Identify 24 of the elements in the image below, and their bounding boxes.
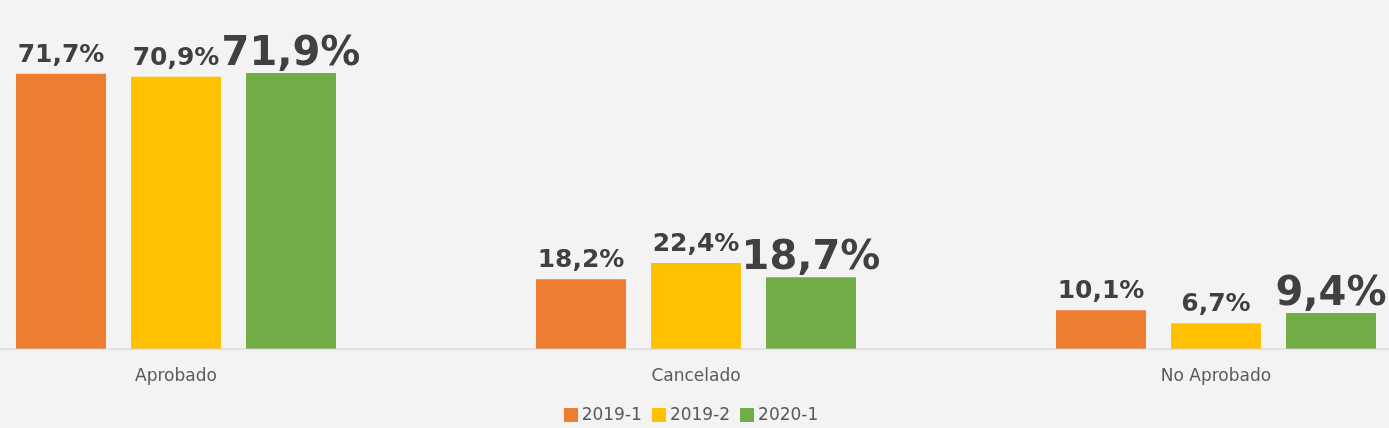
bar <box>651 263 741 349</box>
bar <box>1286 312 1376 349</box>
bar <box>536 279 626 349</box>
data-label: 6,7% <box>1181 288 1251 318</box>
bar <box>766 277 856 349</box>
x-tick-label: Cancelado <box>651 365 741 386</box>
x-tick-label: Aprobado <box>135 365 217 386</box>
data-label: 10,1% <box>1057 275 1145 305</box>
bar <box>1171 323 1261 349</box>
bar <box>246 73 336 349</box>
bar <box>1056 310 1146 349</box>
legend-label: 2020-1 <box>758 404 819 424</box>
data-label: 71,9% <box>221 28 361 74</box>
data-label: 18,2% <box>537 244 625 274</box>
data-label: 18,7% <box>741 232 881 279</box>
data-label: 70,9% <box>132 41 220 71</box>
legend-label: 2019-1 <box>581 404 642 424</box>
legend-label: 2019-2 <box>669 404 731 424</box>
bar <box>16 73 106 349</box>
data-label: 22,4% <box>652 228 740 258</box>
x-tick-label: No Aprobado <box>1160 365 1272 386</box>
bar <box>131 76 221 349</box>
data-label: 9,4% <box>1275 267 1387 314</box>
data-label: 71,7% <box>17 38 105 68</box>
